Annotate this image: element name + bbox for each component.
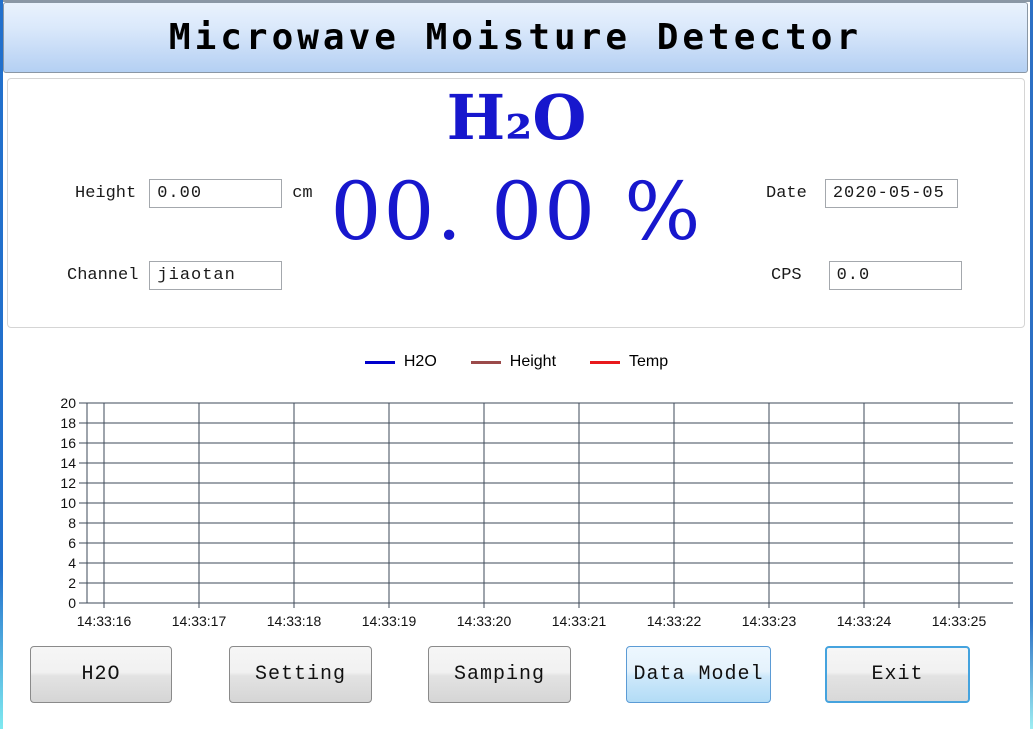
height-input[interactable] xyxy=(149,179,283,208)
cps-field-group: CPS xyxy=(771,261,962,290)
title-bar: Microwave Moisture Detector xyxy=(3,2,1028,73)
y-tick-label: 20 xyxy=(60,395,76,411)
y-tick-label: 16 xyxy=(60,435,76,451)
y-tick-label: 2 xyxy=(68,575,76,591)
channel-field-group: Channel xyxy=(67,261,283,290)
channel-label: Channel xyxy=(67,266,139,285)
legend-item-height: Height xyxy=(470,353,557,371)
y-tick-label: 18 xyxy=(60,415,76,431)
h2o-formula-heading: H₂O xyxy=(446,81,587,154)
y-tick-label: 0 xyxy=(68,595,76,611)
x-tick-label: 14:33:25 xyxy=(932,613,987,629)
window-frame-right xyxy=(1030,0,1033,729)
x-tick-label: 14:33:18 xyxy=(267,613,322,629)
channel-input[interactable] xyxy=(149,261,283,290)
h2o-series-line-icon xyxy=(364,360,395,364)
height-unit-label: cm xyxy=(292,184,313,203)
legend-label-h2o: H2O xyxy=(403,353,437,370)
legend-item-temp: Temp xyxy=(590,353,668,371)
y-tick-label: 12 xyxy=(60,475,76,491)
x-tick-label: 14:33:19 xyxy=(362,613,417,629)
window-frame-left xyxy=(0,0,3,729)
legend-label-temp: Temp xyxy=(629,353,669,370)
y-tick-label: 4 xyxy=(68,555,76,571)
data-model-button[interactable]: Data Model xyxy=(626,646,771,703)
setting-button[interactable]: Setting xyxy=(229,646,372,703)
trend-chart-canvas: 0 2 4 6 8 10 12 14 16 18 20 14:33:16 14:33:17 14:33:1… xyxy=(60,395,1013,629)
x-tick-label: 14:33:22 xyxy=(647,613,702,629)
x-tick-label: 14:33:17 xyxy=(172,613,227,629)
legend-item-h2o: H2O xyxy=(364,353,437,371)
date-field-group: Date xyxy=(766,179,958,208)
x-tick-label: 14:33:20 xyxy=(457,613,512,629)
height-field-group: Height cm xyxy=(75,179,313,208)
h2o-button[interactable]: H2O xyxy=(30,646,172,703)
date-input[interactable] xyxy=(824,179,958,208)
chart-legend: H2O Height Temp xyxy=(0,348,1033,376)
x-tick-label: 14:33:23 xyxy=(742,613,797,629)
exit-button[interactable]: Exit xyxy=(825,646,970,703)
app-title: Microwave Moisture Detector xyxy=(168,17,863,58)
x-tick-label: 14:33:24 xyxy=(837,613,892,629)
x-tick-label: 14:33:21 xyxy=(552,613,607,629)
height-series-line-icon xyxy=(470,360,501,364)
y-tick-label: 8 xyxy=(68,515,76,531)
date-label: Date xyxy=(766,184,807,203)
temp-series-line-icon xyxy=(590,360,621,364)
legend-label-height: Height xyxy=(509,353,557,370)
height-label: Height xyxy=(75,184,137,203)
cps-label: CPS xyxy=(771,266,802,285)
y-tick-label: 14 xyxy=(60,455,76,471)
trend-chart: 0 2 4 6 8 10 12 14 16 18 20 14:33:16 14:33:17 14:33:1… xyxy=(0,390,1033,640)
y-tick-label: 10 xyxy=(60,495,76,511)
h2o-percent-readout: 00. 00 % xyxy=(330,165,703,258)
window-frame-top xyxy=(0,0,1033,2)
samping-button[interactable]: Samping xyxy=(428,646,571,703)
x-tick-label: 14:33:16 xyxy=(77,613,132,629)
y-tick-label: 6 xyxy=(68,535,76,551)
cps-input[interactable] xyxy=(828,261,962,290)
